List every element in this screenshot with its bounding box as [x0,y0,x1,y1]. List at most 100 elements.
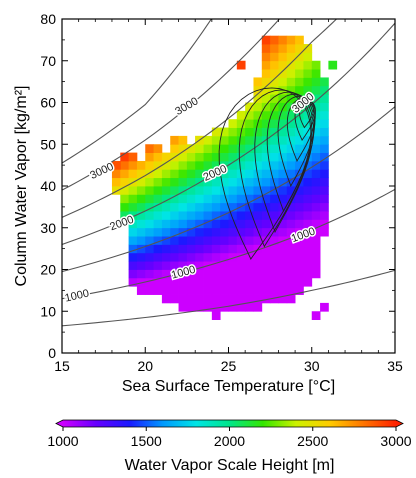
heatmap-cell [178,244,188,254]
heatmap-cell [195,302,204,312]
heatmap-cell [261,294,271,304]
y-tick-label: 60 [40,95,56,111]
heatmap-cell [311,144,321,153]
heatmap-cell [186,152,196,162]
heatmap-cell [211,227,221,237]
heatmap-cell [203,144,213,153]
heatmap-cell [278,77,288,87]
heatmap-cell [286,219,296,229]
heatmap-cell [203,286,213,295]
heatmap-cell [195,194,204,204]
heatmap-cell [236,261,246,270]
heatmap-cell [295,94,304,103]
heatmap-cell [220,286,229,295]
heatmap-cell [136,286,146,295]
heatmap-cell [170,177,179,187]
heatmap-cell [203,169,213,179]
y-tick-label: 0 [48,345,56,361]
colorbar-arrow-right [396,420,403,427]
heatmap-cell [261,94,271,103]
heatmap-cell [270,102,279,112]
heatmap-cell [186,186,196,195]
heatmap-cell [286,35,296,45]
heatmap-cell [261,144,271,153]
heatmap-cell [270,52,279,62]
heatmap-cell [136,177,146,187]
y-axis-ticks: 0 10 20 30 40 50 60 70 80 [40,11,395,361]
x-axis-ticks: 15 20 25 30 35 [54,19,403,374]
heatmap-cell [286,144,296,153]
heatmap-cell [245,119,254,128]
colorbar: 1000 1500 2000 2500 3000 Water Vapor Scale H… [47,419,412,474]
heatmap-cell [195,286,204,295]
heatmap-cell [211,302,221,312]
heatmap-cell [236,244,246,254]
heatmap-cell [186,294,196,304]
colorbar-ticks: 1000 1500 2000 2500 3000 [47,427,412,449]
heatmap-cell [278,169,288,179]
heatmap-cell [136,169,146,179]
heatmap-cell [220,144,229,153]
heatmap-cell [111,169,121,179]
heatmap-cell [311,311,321,320]
heatmap-cell [186,269,196,279]
isoline [62,19,212,164]
heatmap-cell [178,177,188,187]
heatmap-cell [153,261,163,270]
x-axis-title: Sea Surface Temperature [°C] [122,378,335,395]
y-axis-title: Column Water Vapor [kg/m²] [13,86,30,287]
heatmap-cell [261,127,271,137]
heatmap-cell [253,211,263,220]
heatmap-cell [170,252,179,262]
heatmap-cell [128,252,138,262]
heatmap-cell [136,211,146,220]
heatmap-cell [286,69,296,78]
heatmap-cell [186,244,196,254]
heatmap-cell [278,127,288,137]
heatmap-cell [228,286,238,295]
heatmap-cell [128,244,138,254]
heatmap-cell [161,177,171,187]
heatmap-cell [203,236,213,245]
heatmap-cell [303,85,313,95]
heatmap-cell [270,35,279,45]
heatmap-cell [178,302,188,312]
heatmap-cell [178,169,188,179]
heatmap-cell [253,236,263,245]
heatmap-cell [170,219,179,229]
heatmap-cell [286,277,296,287]
heatmap-cell [253,102,263,112]
heatmap-cell [253,294,263,304]
density-contour [218,87,312,261]
heatmap-cell [170,194,179,204]
heatmap-cell [145,202,154,212]
heatmap-cell [320,127,329,137]
heatmap-cell [203,186,213,195]
heatmap-cell [245,194,254,204]
heatmap-cell [161,277,171,287]
heatmap-cell [261,169,271,179]
heatmap-cell [211,202,221,212]
isoline [62,19,281,191]
heatmap-cell [220,261,229,270]
heatmap-cell [270,77,279,87]
heatmap-cell [145,261,154,270]
heatmap-cell [111,177,121,187]
heatmap-cell [203,252,213,262]
heatmap-cell [320,144,329,153]
heatmap-cell [311,110,321,120]
heatmap-cell [270,169,279,179]
y-tick-label: 80 [40,11,56,27]
heatmap-cell [211,311,221,320]
heatmap-cell [178,219,188,229]
density-contour [294,99,316,142]
heatmap-cell [270,94,279,103]
heatmap-cell [211,194,221,204]
isoline [62,188,395,300]
heatmap-cell [236,110,246,120]
x-tick-label: 25 [221,358,237,374]
heatmap-cell [178,277,188,287]
heatmap-cell [245,277,254,287]
heatmap-cell [211,186,221,195]
heatmap-cell [228,219,238,229]
